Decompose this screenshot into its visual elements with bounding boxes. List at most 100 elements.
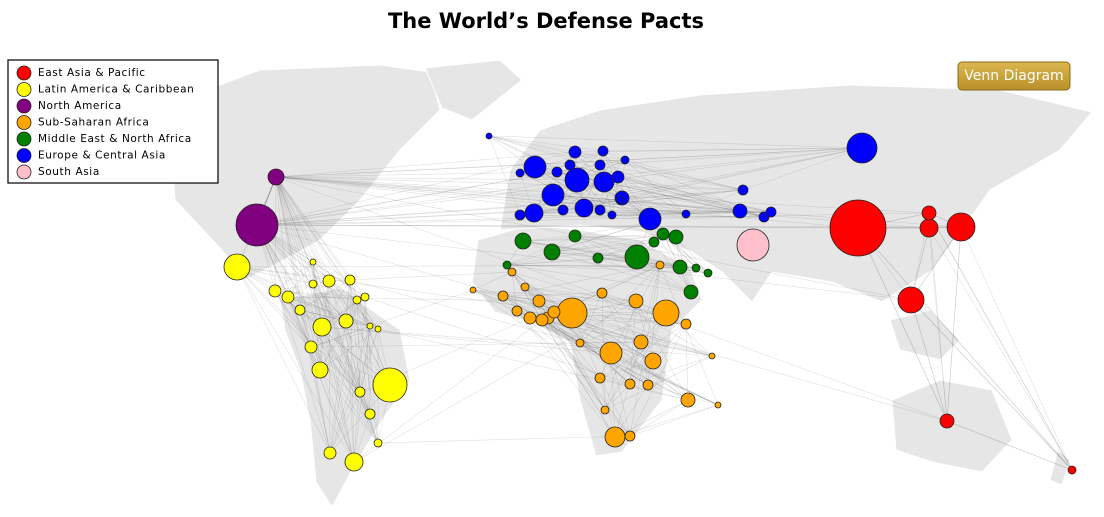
edge [310,299,358,348]
country-node [593,171,615,193]
edge [275,176,347,322]
edge [506,235,576,266]
edge [274,280,330,292]
edge [236,266,573,314]
edge [287,261,314,298]
edge [551,221,651,253]
edge [319,369,379,444]
edge [599,164,744,191]
edge [553,311,606,411]
edge [275,176,687,215]
country-node [372,367,408,403]
edge [541,319,649,386]
edge [576,147,863,181]
edge [236,264,661,268]
country-node [568,229,582,243]
edge [597,241,655,259]
country-node [668,229,684,245]
edge [299,309,331,454]
edge [274,290,391,386]
edge [524,286,667,314]
edge [599,147,863,166]
edge [274,290,312,348]
edge [857,227,948,422]
venn-button[interactable]: Venn Diagram [957,61,1071,91]
edge [256,224,347,322]
edge [377,328,689,401]
edge [349,279,361,393]
country-node [267,168,285,186]
edge [312,261,366,298]
edge [329,279,351,454]
edge [275,176,314,285]
edge [629,323,687,437]
country-node [507,267,517,277]
edge [685,211,772,215]
edge [551,251,697,269]
edge [256,224,948,422]
country-node [556,297,588,329]
edge [629,355,713,385]
edge [599,377,689,401]
country-node [624,378,636,390]
edge [522,235,576,242]
button-label[interactable]: Venn Diagram [964,68,1063,84]
legend-label: East Asia & Pacific [38,67,146,79]
edge [275,176,912,301]
edge [256,224,391,386]
edge [328,271,513,282]
edge [910,299,948,422]
edge [353,319,543,463]
country-node [311,361,329,379]
country-node [642,379,654,391]
edge [611,210,741,216]
edge [597,257,709,274]
edge [328,280,331,454]
edge [579,342,649,386]
edge [928,212,1073,471]
edge [364,296,631,385]
edge [275,171,558,178]
country-node [541,183,565,207]
edge [275,176,379,444]
country-node [373,438,383,448]
edge [310,341,642,348]
edge [275,176,379,330]
country-node [732,203,748,219]
edge [256,224,912,301]
edge [275,176,578,181]
edge [547,317,631,385]
country-node [611,170,625,184]
country-node [344,274,356,286]
edge [635,300,654,362]
country-node [564,167,590,193]
edge [256,224,312,348]
country-node [615,195,625,205]
edge [574,151,626,161]
edge [310,346,361,393]
edge [506,257,599,266]
edge [364,296,379,444]
edge [910,299,948,422]
edge [529,317,719,406]
country-node [656,227,670,241]
edge [574,147,863,153]
edge [960,226,1073,471]
edge [488,135,863,149]
edge [287,296,540,302]
country-node [736,228,770,262]
edge [319,328,379,371]
edge [299,309,347,322]
button-bg[interactable] [957,61,1071,91]
edge [579,312,667,344]
country-node [532,294,546,308]
edge [574,151,744,191]
edge [516,310,631,437]
country-node [485,132,493,140]
edge [649,216,765,220]
country-node [322,274,336,288]
edge [610,352,719,406]
edge [299,309,361,393]
edge [533,210,741,214]
edge [287,296,321,371]
